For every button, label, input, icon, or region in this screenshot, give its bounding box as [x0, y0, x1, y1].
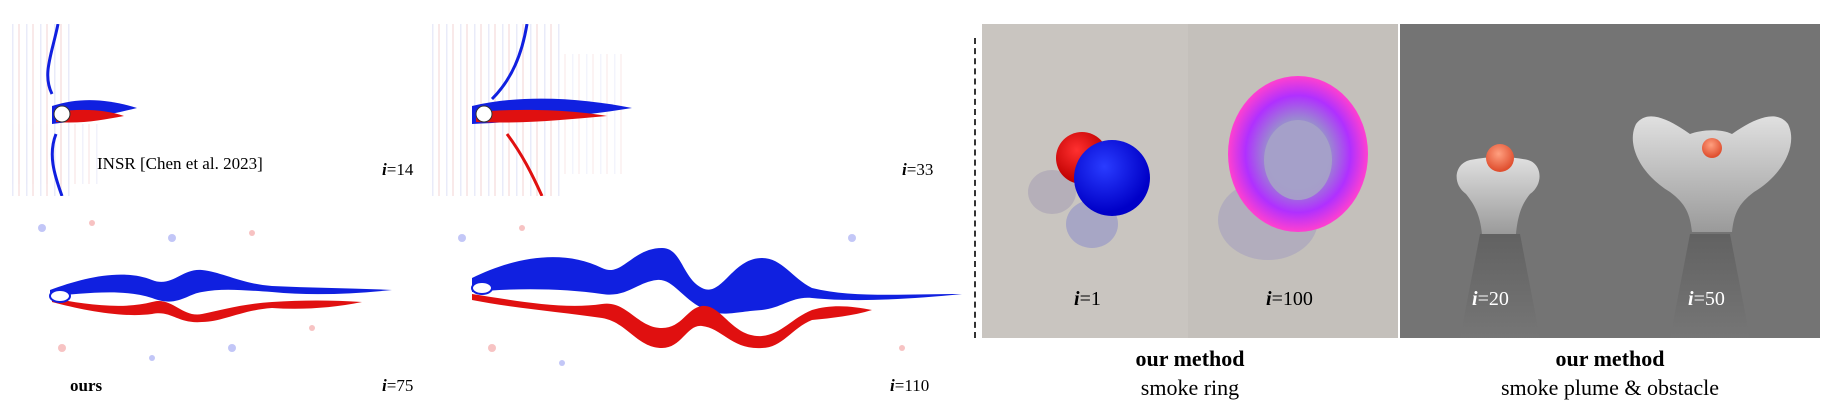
caption-title: our method [1555, 346, 1665, 371]
iteration-label: i=1 [1074, 288, 1101, 310]
smoke-plume-render [1456, 116, 1792, 338]
figure-divider [974, 38, 976, 338]
vorticity-field-image [12, 24, 432, 196]
smoke-ring-render [1218, 76, 1368, 260]
smoke-ring-render [1028, 132, 1150, 248]
smoke-ring-frame-100: i=100 [1188, 24, 1398, 338]
iteration-label: i=110 [890, 376, 930, 395]
vorticity-panel-ours-110: i=110 [432, 198, 972, 398]
caption-subtitle: smoke ring [1140, 375, 1240, 400]
vorticity-field-image [432, 198, 972, 398]
smoke-plume-frame-20: i=20 i=50 [1400, 24, 1820, 338]
vorticity-field-image [12, 198, 432, 398]
vorticity-panel-ours-75: ours i=75 [12, 198, 432, 398]
smoke-ring-frame-1: i=1 [982, 24, 1188, 338]
vorticity-panel-insr-33: i=33 [432, 24, 972, 196]
smoke-ring-caption: our method smoke ring [982, 344, 1398, 402]
iteration-label: i=75 [382, 376, 414, 395]
iteration-label: i=14 [382, 160, 414, 179]
iteration-label: i=33 [902, 160, 934, 179]
iteration-label: i=20 [1472, 288, 1509, 310]
smoke-plume-caption: our method smoke plume & obstacle [1400, 344, 1820, 402]
iteration-label: i=100 [1266, 288, 1313, 310]
iteration-label: i=50 [1688, 288, 1725, 310]
method-label: ours [70, 376, 103, 395]
vorticity-panel-insr-14: INSR [Chen et al. 2023] i=14 [12, 24, 432, 196]
method-label: INSR [Chen et al. 2023] [97, 154, 263, 173]
caption-subtitle: smoke plume & obstacle [1500, 375, 1720, 400]
vorticity-field-image [432, 24, 972, 196]
caption-title: our method [1135, 346, 1245, 371]
